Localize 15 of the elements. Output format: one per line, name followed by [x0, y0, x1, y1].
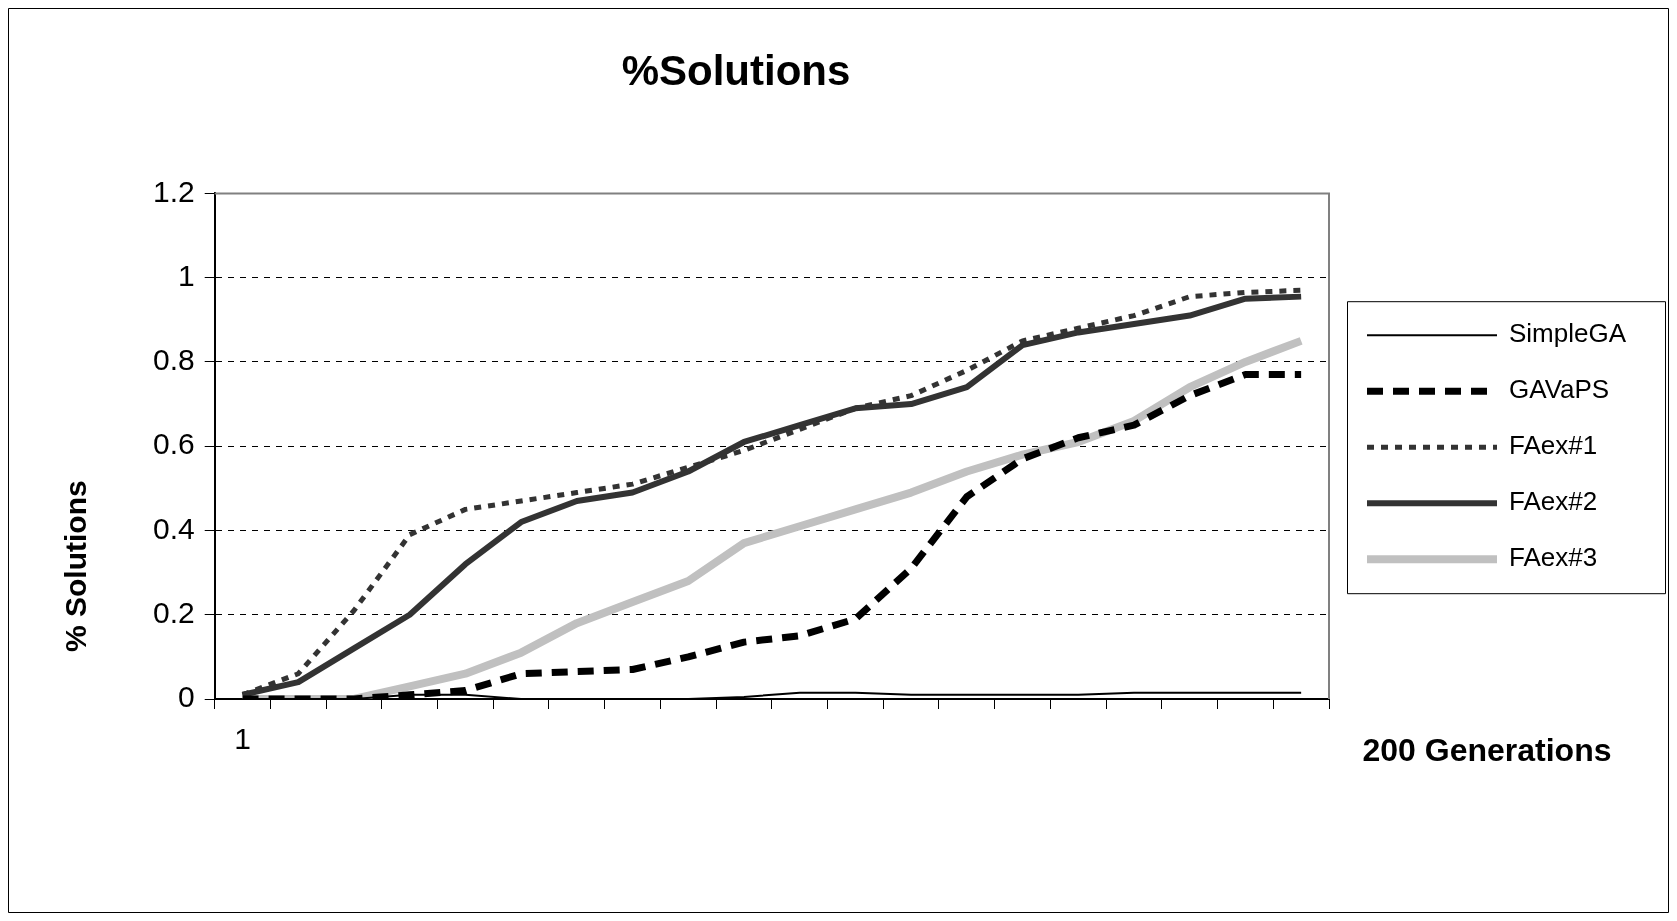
y-tick-label: 0.4: [152, 511, 195, 545]
y-tick-label: 0.2: [152, 596, 195, 629]
y-tick-label: 1.2: [152, 174, 195, 208]
legend-label: GAVaPS: [1509, 374, 1610, 405]
chart-title: %Solutions: [621, 46, 851, 94]
y-tick-label: 0: [178, 680, 195, 714]
legend-label: FAex#1: [1509, 430, 1598, 461]
y-tick-label: 0.8: [152, 343, 195, 377]
y-tick-label: 1: [178, 258, 195, 292]
y-axis-title: % Solutions: [59, 480, 93, 653]
legend-label: FAex#2: [1509, 486, 1598, 517]
legend-label: FAex#3: [1509, 542, 1598, 573]
x-axis-title: 200 Generations: [1362, 731, 1612, 768]
y-tick-label: 0.6: [152, 427, 195, 461]
legend-label: SimpleGA: [1509, 318, 1627, 349]
